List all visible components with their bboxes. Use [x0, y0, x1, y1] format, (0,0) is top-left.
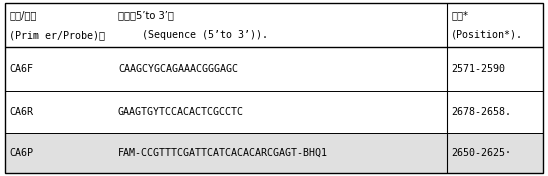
Text: (Prim er/Probe)。: (Prim er/Probe)。 — [9, 30, 105, 40]
Text: GAAGTGYTCCACACTCGCCTC: GAAGTGYTCCACACTCGCCTC — [118, 107, 244, 117]
Text: 2650-2625·: 2650-2625· — [451, 148, 511, 158]
Text: 位置*: 位置* — [451, 10, 468, 20]
Text: 2678-2658.: 2678-2658. — [451, 107, 511, 117]
Text: 序列（5’to 3’）: 序列（5’to 3’） — [118, 10, 174, 20]
Text: CA6R: CA6R — [9, 107, 33, 117]
Text: CAAGCYGCAGAAACGGGAGC: CAAGCYGCAGAAACGGGAGC — [118, 64, 238, 74]
Text: 2571-2590: 2571-2590 — [451, 64, 505, 74]
Text: 引物/探针: 引物/探针 — [9, 10, 36, 20]
Text: FAM-CCGTTTCGATTCATCACACARCGAGT-BHQ1: FAM-CCGTTTCGATTCATCACACARCGAGT-BHQ1 — [118, 148, 328, 158]
Text: CA6P: CA6P — [9, 148, 33, 158]
Text: (Position*).: (Position*). — [451, 30, 523, 40]
Text: (Sequence (5’to 3’)).: (Sequence (5’to 3’)). — [118, 30, 268, 40]
Bar — [5, 133, 543, 173]
Text: CA6F: CA6F — [9, 64, 33, 74]
